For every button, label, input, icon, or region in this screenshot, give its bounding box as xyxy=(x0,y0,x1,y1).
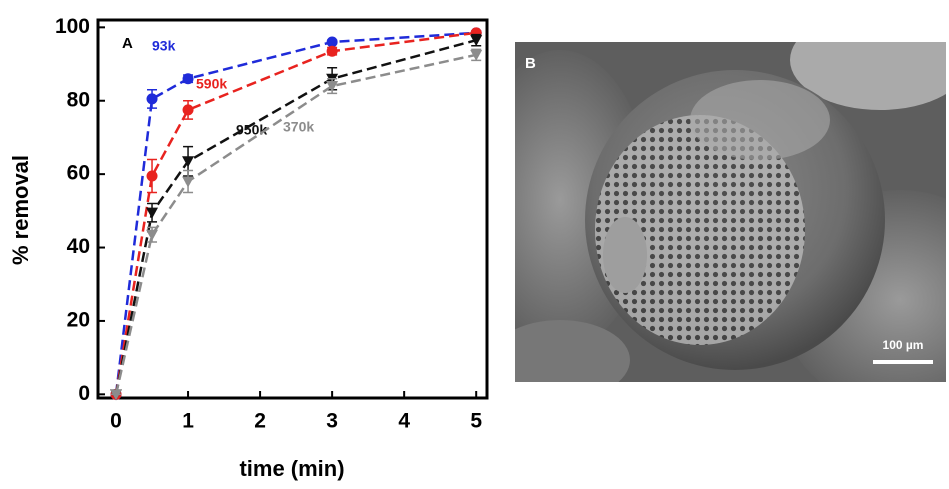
x-tick-label: 0 xyxy=(110,410,122,433)
panel-label: B xyxy=(525,55,536,72)
marker xyxy=(110,389,123,401)
x-axis-label: time (min) xyxy=(239,456,344,481)
marker xyxy=(326,45,338,57)
micrograph: B 100 µm xyxy=(515,42,946,382)
marker xyxy=(182,73,194,85)
x-tick-label: 4 xyxy=(398,410,410,433)
marker xyxy=(146,207,159,219)
series-label: 93k xyxy=(152,38,176,54)
y-tick-label: 100 xyxy=(55,15,90,38)
x-tick-label: 5 xyxy=(470,410,482,433)
scale-bar xyxy=(873,360,933,364)
series-line xyxy=(114,53,477,395)
marker xyxy=(470,35,483,47)
marker xyxy=(326,36,338,48)
plot-frame xyxy=(96,18,489,400)
series-label: 950k xyxy=(236,122,267,138)
y-tick-label: 80 xyxy=(67,88,90,111)
series-line xyxy=(114,31,477,395)
marker xyxy=(326,81,339,93)
series-line xyxy=(114,38,477,395)
y-tick-label: 20 xyxy=(67,308,90,331)
marker xyxy=(182,104,194,116)
marker xyxy=(146,229,159,241)
y-tick-label: 0 xyxy=(78,382,90,405)
marker xyxy=(146,93,158,105)
series-label: 590k xyxy=(196,76,227,92)
y-axis-label: % removal xyxy=(8,155,33,265)
x-tick-label: 3 xyxy=(326,410,338,433)
y-tick-label: 60 xyxy=(67,162,90,185)
marker xyxy=(470,49,483,61)
marker xyxy=(182,156,195,168)
panel-label: A xyxy=(122,35,133,52)
scale-label: 100 µm xyxy=(883,338,924,352)
series-line xyxy=(114,31,477,395)
x-tick-label: 2 xyxy=(254,410,266,433)
marker xyxy=(182,176,195,188)
y-tick-label: 40 xyxy=(67,235,90,258)
marker xyxy=(146,170,158,182)
series-label: 370k xyxy=(283,119,314,135)
x-tick-label: 1 xyxy=(182,410,194,433)
